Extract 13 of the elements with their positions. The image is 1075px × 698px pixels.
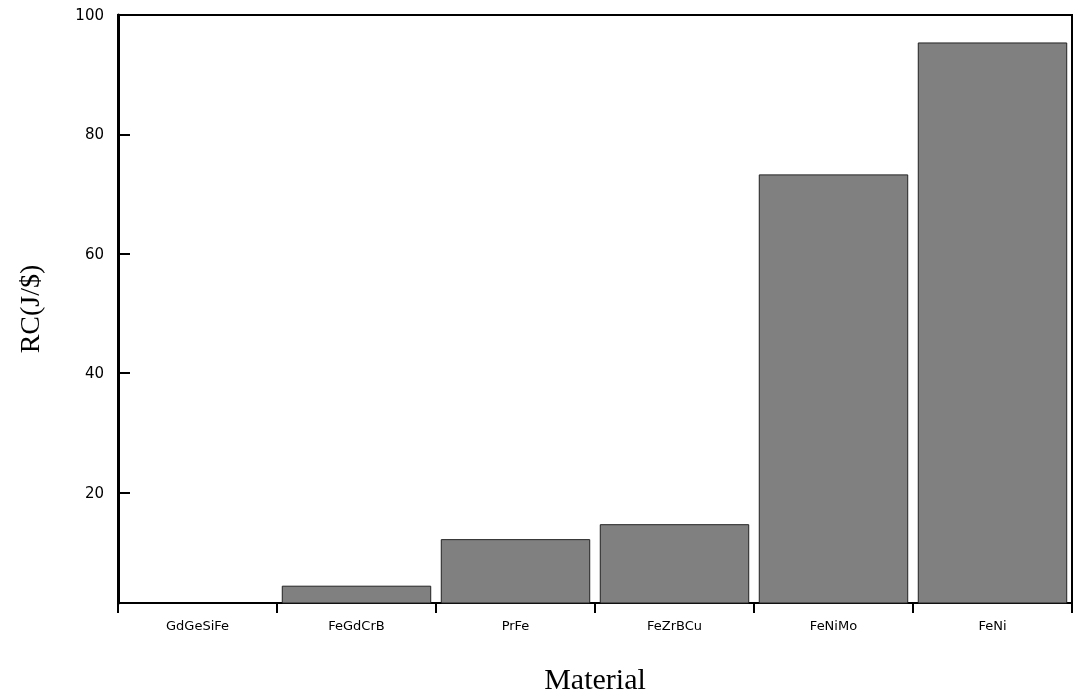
y-tick-label: 60 [84, 244, 104, 263]
y-tick-label: 80 [84, 125, 104, 144]
x-tick-label: FeGdCrB [328, 618, 385, 633]
x-tick-label: FeNiMo [809, 618, 858, 633]
x-tick-label: GdGeSiFe [165, 618, 230, 633]
x-tick-label: FeZrBCu [646, 618, 703, 633]
x-tick-label: FeNi [978, 618, 1007, 633]
y-axis-title: RC(J/$) [13, 264, 45, 354]
x-axis-title: Material [544, 661, 646, 695]
y-tick-label: 100 [75, 6, 104, 24]
y-tick-label: 20 [84, 483, 104, 502]
x-tick-label: PrFe [501, 618, 530, 633]
y-tick-label: 40 [84, 364, 104, 383]
